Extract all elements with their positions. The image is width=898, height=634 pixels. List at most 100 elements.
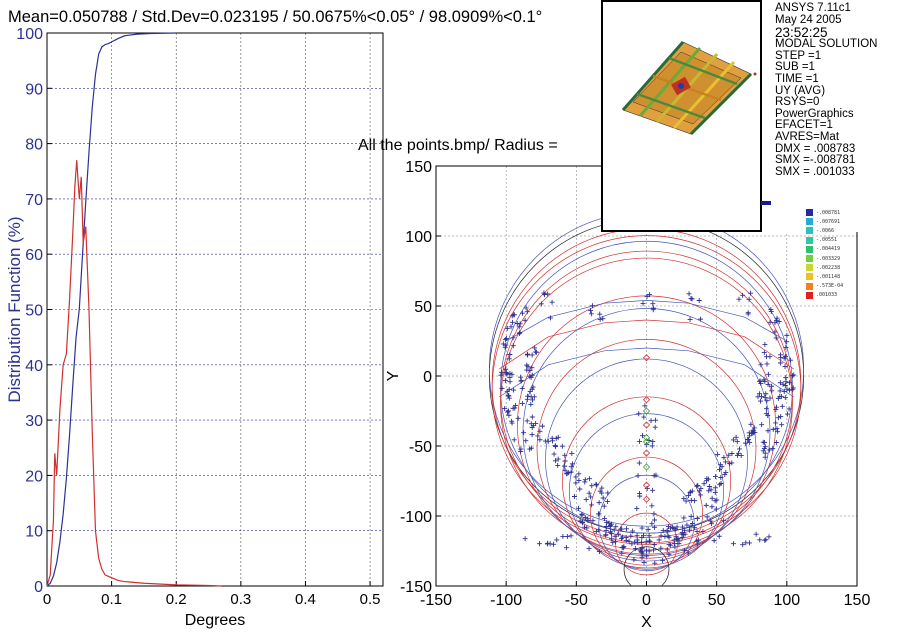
data-point bbox=[502, 405, 508, 411]
legend-swatch bbox=[806, 209, 813, 217]
data-point bbox=[786, 387, 792, 393]
ansys-avres: AVRES=Mat bbox=[775, 130, 840, 143]
data-point bbox=[579, 511, 585, 517]
data-point bbox=[643, 548, 649, 554]
data-point bbox=[637, 493, 643, 499]
data-point bbox=[609, 521, 615, 527]
data-point bbox=[523, 305, 529, 311]
x-tick-label: -50 bbox=[565, 592, 588, 609]
data-point bbox=[537, 437, 543, 443]
data-point bbox=[579, 520, 585, 526]
data-point bbox=[644, 553, 650, 559]
x-tick-label: 0.5 bbox=[360, 591, 381, 608]
data-point bbox=[765, 371, 771, 377]
data-point bbox=[708, 487, 714, 493]
data-point bbox=[505, 408, 511, 414]
data-point bbox=[782, 395, 788, 401]
data-point bbox=[791, 372, 797, 378]
ansys-info-block: ANSYS 7.11c1 May 24 2005 23:52:25 MODAL … bbox=[775, 2, 898, 178]
data-point bbox=[597, 311, 603, 317]
data-point bbox=[660, 557, 666, 563]
data-point bbox=[762, 378, 768, 384]
data-point bbox=[597, 316, 603, 322]
data-point bbox=[721, 455, 727, 461]
data-point bbox=[535, 433, 541, 439]
ansys-model-view bbox=[601, 0, 762, 232]
data-point bbox=[736, 450, 742, 456]
ansys-inset: ANSYS 7.11c1 May 24 2005 23:52:25 MODAL … bbox=[601, 0, 898, 299]
data-point bbox=[790, 373, 796, 379]
legend-swatch bbox=[806, 255, 813, 263]
data-point bbox=[743, 440, 749, 446]
data-point bbox=[777, 380, 783, 386]
contour-legend: -.008781 -.007691 -.0066 -.00551 -.004419 -.0… bbox=[806, 208, 886, 300]
data-point bbox=[686, 493, 692, 499]
data-point bbox=[601, 515, 607, 521]
data-point bbox=[674, 536, 680, 542]
data-point bbox=[683, 498, 689, 504]
data-point bbox=[628, 533, 634, 539]
data-point bbox=[745, 311, 751, 317]
ansys-smn: SMX =-.008781 bbox=[775, 154, 856, 167]
ansys-time: 23:52:25 bbox=[775, 25, 828, 41]
data-point bbox=[658, 533, 664, 539]
legend-label: -.004419 bbox=[816, 246, 841, 253]
data-point bbox=[777, 360, 783, 366]
data-point bbox=[779, 403, 785, 409]
data-point bbox=[708, 518, 714, 524]
y-tick-label: 60 bbox=[25, 247, 43, 264]
data-point bbox=[668, 525, 674, 531]
data-point bbox=[687, 527, 693, 533]
data-point bbox=[634, 506, 640, 512]
data-point bbox=[769, 383, 775, 389]
data-point bbox=[527, 388, 533, 394]
data-point bbox=[640, 300, 646, 306]
data-point bbox=[605, 499, 611, 505]
data-point bbox=[639, 433, 645, 439]
data-point bbox=[568, 533, 574, 539]
data-point bbox=[713, 506, 719, 512]
data-point bbox=[775, 395, 781, 401]
data-point bbox=[788, 357, 794, 363]
ansys-date: May 24 2005 bbox=[775, 13, 842, 26]
data-point bbox=[636, 438, 642, 444]
y-tick-label: -150 bbox=[400, 579, 432, 596]
fitted-circle bbox=[491, 235, 802, 545]
data-point bbox=[502, 337, 508, 343]
center-marker bbox=[642, 354, 651, 362]
data-point bbox=[712, 474, 718, 480]
legend-label: -.007691 bbox=[816, 218, 841, 225]
data-point bbox=[681, 496, 687, 502]
data-point bbox=[639, 554, 645, 560]
data-point bbox=[666, 542, 672, 548]
data-point bbox=[712, 485, 718, 491]
fitted-circle bbox=[623, 546, 670, 586]
fitted-arc bbox=[498, 347, 795, 398]
data-point bbox=[552, 443, 558, 449]
y-tick-label: 20 bbox=[25, 468, 43, 485]
data-point bbox=[717, 466, 723, 472]
data-point bbox=[688, 295, 694, 301]
legend-swatch bbox=[806, 273, 813, 281]
data-point bbox=[752, 430, 758, 436]
data-point bbox=[623, 526, 629, 532]
data-point bbox=[773, 420, 779, 426]
data-point bbox=[694, 483, 700, 489]
data-point bbox=[521, 430, 527, 436]
data-point bbox=[784, 332, 790, 338]
data-point bbox=[533, 349, 539, 355]
data-point bbox=[692, 525, 698, 531]
data-point bbox=[709, 504, 715, 510]
data-point bbox=[519, 310, 525, 316]
data-point bbox=[572, 493, 578, 499]
center-marker bbox=[642, 495, 651, 503]
data-point bbox=[582, 524, 588, 530]
legend-row: -.003329 bbox=[806, 254, 886, 263]
data-point bbox=[695, 482, 701, 488]
y-tick-label: 40 bbox=[25, 358, 43, 375]
data-point bbox=[547, 541, 553, 547]
data-point bbox=[706, 488, 712, 494]
data-point bbox=[656, 537, 662, 543]
data-point bbox=[503, 342, 509, 348]
